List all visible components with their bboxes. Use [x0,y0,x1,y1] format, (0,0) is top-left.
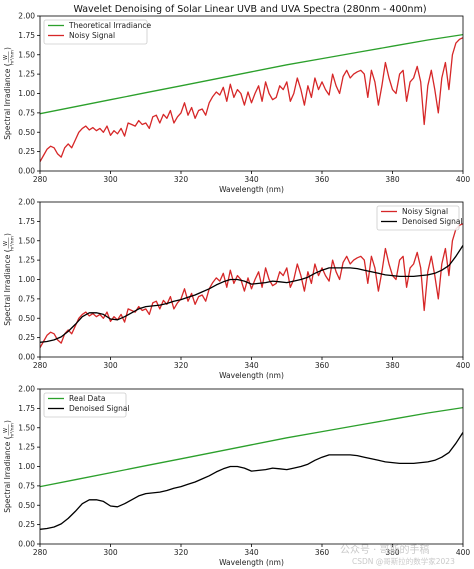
y-tick-label: 0.25 [18,333,35,342]
legend-entry: Noisy Signal [69,31,115,40]
y-tick-label: 0.00 [18,540,35,549]
chart-panel-2: 280 300 320 340 360 380 400 0.00 0.25 0.50 0.75 1.0… [3,198,470,380]
x-tick-label: 360 [315,548,330,557]
series-line-theoretical-irradiance [40,33,463,115]
y-tick-label: 2.00 [18,12,35,21]
y-axis-label-unit-denominator: m²/nm [10,423,16,438]
y-axis-label: Spectral Irradiance ( W m²/nm) [3,47,16,140]
x-tick-label: 320 [174,361,189,370]
legend-box [43,19,148,45]
x-tick-label: 300 [103,361,118,370]
y-tick-label: 1.25 [18,443,35,452]
series-line-real-data [40,406,463,488]
series-lines [40,406,463,530]
x-tick-label: 340 [244,548,259,557]
y-tick-label: 0.25 [18,520,35,529]
watermark-line-1: 公众号 · 哥斯的手稿 [340,543,430,556]
y-axis-label-main: Spectral Irradiance ( [3,436,12,513]
y-axis-label-main: Spectral Irradiance ( [3,63,12,140]
y-axis-label-unit-numerator: W [3,241,9,246]
y-tick-label: 0.00 [18,167,35,176]
y-tick-label: 1.25 [18,256,35,265]
series-line-noisy-signal [40,37,463,163]
y-tick-label: 0.50 [18,501,35,510]
x-axis-label: Wavelength (nm) [219,185,284,194]
y-tick-label: 0.50 [18,128,35,137]
y-tick-label: 1.00 [18,462,35,471]
legend-entry: Noisy Signal [402,207,448,216]
series-lines [40,223,463,349]
legend-entry: Real Data [69,394,105,403]
y-axis-label-unit-numerator: W [3,55,9,60]
series-lines [40,33,463,163]
series-line-denoised-signal [40,245,463,343]
series-line-noisy-signal [40,223,463,349]
x-tick-label: 360 [315,175,330,184]
y-tick-label: 1.75 [18,31,35,40]
y-tick-label: 1.50 [18,423,35,432]
x-tick-label: 300 [103,548,118,557]
y-axis-label: Spectral Irradiance ( W m²/nm) [3,233,16,326]
legend-box [376,205,460,231]
x-tick-label: 320 [174,175,189,184]
y-tick-label: 0.50 [18,314,35,323]
y-axis-label-unit-numerator: W [3,428,9,433]
y-tick-label: 0.00 [18,353,35,362]
y-tick-label: 0.75 [18,294,35,303]
x-tick-label: 280 [33,361,48,370]
x-tick-label: 380 [385,175,400,184]
x-axis-label: Wavelength (nm) [219,371,284,380]
y-tick-label: 1.00 [18,89,35,98]
y-axis-label-close: ) [3,47,12,50]
y-tick-label: 1.25 [18,70,35,79]
y-tick-label: 0.75 [18,108,35,117]
y-axis-label-unit-denominator: m²/nm [10,50,16,65]
y-tick-label: 1.50 [18,50,35,59]
chart-panel-3: 280 300 320 340 360 380 400 0.00 0.25 0.50 0.75 1.0… [3,385,470,567]
legend-entry: Denoised Signal [69,404,130,413]
y-tick-label: 0.25 [18,147,35,156]
y-tick-label: 0.75 [18,481,35,490]
x-tick-label: 380 [385,361,400,370]
y-axis-label-unit-denominator: m²/nm [10,236,16,251]
x-tick-label: 300 [103,175,118,184]
watermark: 公众号 · 哥斯的手稿 CSDN @哥斯拉的数学家2023 [340,543,455,566]
x-tick-label: 320 [174,548,189,557]
x-tick-label: 280 [33,548,48,557]
y-axis-label: Spectral Irradiance ( W m²/nm) [3,420,16,513]
y-tick-label: 1.75 [18,217,35,226]
y-tick-label: 1.75 [18,404,35,413]
series-line-denoised-signal [40,432,463,530]
x-tick-label: 400 [456,175,471,184]
y-tick-label: 2.00 [18,385,35,394]
y-tick-label: 1.50 [18,236,35,245]
y-tick-label: 1.00 [18,275,35,284]
figure-title: Wavelet Denoising of Solar Linear UVB an… [73,4,426,15]
y-axis-label-close: ) [3,233,12,236]
legend-box [43,392,127,418]
plots-group: 280 300 320 340 360 380 400 0.00 0.25 0.50 0.75 1.0… [3,12,470,567]
x-tick-label: 400 [456,548,471,557]
x-axis-label: Wavelength (nm) [219,558,284,567]
y-axis-label-main: Spectral Irradiance ( [3,249,12,326]
y-axis-label-close: ) [3,420,12,423]
x-tick-label: 280 [33,175,48,184]
y-tick-label: 2.00 [18,198,35,207]
x-tick-label: 400 [456,361,471,370]
x-tick-label: 360 [315,361,330,370]
legend-entry: Denoised Signal [402,217,463,226]
watermark-line-2: CSDN @哥斯拉的数学家2023 [352,556,455,566]
x-tick-label: 340 [244,361,259,370]
x-tick-label: 380 [385,548,400,557]
legend-entry: Theoretical Irradiance [68,21,151,30]
chart-panel-1: 280 300 320 340 360 380 400 0.00 0.25 0.50 0.75 1.0… [3,12,470,194]
x-tick-label: 340 [244,175,259,184]
